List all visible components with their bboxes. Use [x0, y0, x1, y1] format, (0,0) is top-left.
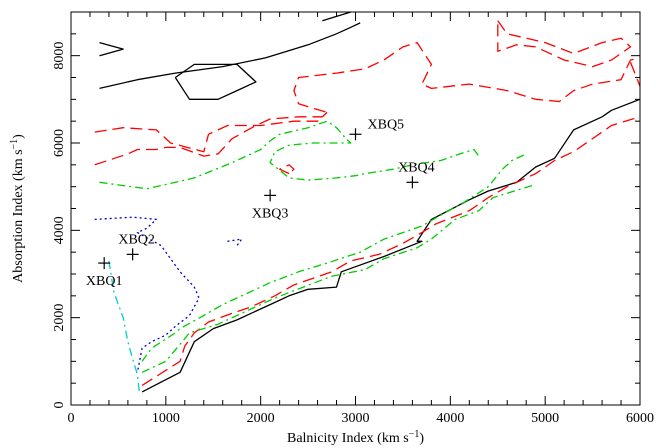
point-label: XBQ3 [252, 206, 289, 221]
contour-line [141, 153, 527, 362]
object-markers: XBQ1 XBQ2 XBQ3 XBQ4 XBQ5 [86, 117, 435, 289]
x-tick-label: 2000 [247, 411, 275, 426]
x-tick-label: 0 [68, 411, 75, 426]
plot-frame [70, 11, 641, 406]
contour-line [94, 216, 200, 373]
contour-lines [94, 11, 641, 393]
contour-line [141, 116, 641, 386]
y-tick-label: 8000 [52, 42, 67, 70]
contour-line [99, 120, 480, 190]
point-label: XBQ2 [118, 232, 155, 247]
contour-line [108, 260, 140, 392]
y-tick-label: 0 [52, 402, 67, 409]
contour-line [497, 20, 632, 68]
y-axis-title: Absorption Index (km s−1) [9, 134, 26, 283]
point-label: XBQ4 [398, 160, 435, 175]
contour-line [99, 41, 124, 57]
x-tick-label: 3000 [342, 411, 370, 426]
contour-line [99, 22, 361, 90]
x-tick-label: 1000 [152, 411, 180, 426]
contour-line [94, 111, 328, 153]
x-axis-title: Balnicity Index (km s−1) [287, 429, 424, 446]
contour-line [278, 164, 295, 175]
contour-line [94, 41, 641, 166]
y-tick-label: 4000 [52, 216, 67, 244]
x-tick-label: 6000 [626, 411, 654, 426]
point-label: XBQ5 [368, 117, 405, 132]
contour-line [629, 61, 641, 87]
y-tick-label: 2000 [52, 304, 67, 332]
contour-line [141, 98, 641, 393]
contour-line [174, 63, 257, 100]
x-tick-label: 5000 [531, 411, 559, 426]
y-tick-label: 6000 [52, 129, 67, 157]
x-tick-label: 4000 [436, 411, 464, 426]
contour-line [227, 238, 243, 246]
plot-axes: 0 1000 2000 3000 4000 5000 6000 0 2000 4000 6000 80… [52, 11, 654, 426]
point-label: XBQ1 [86, 274, 123, 289]
